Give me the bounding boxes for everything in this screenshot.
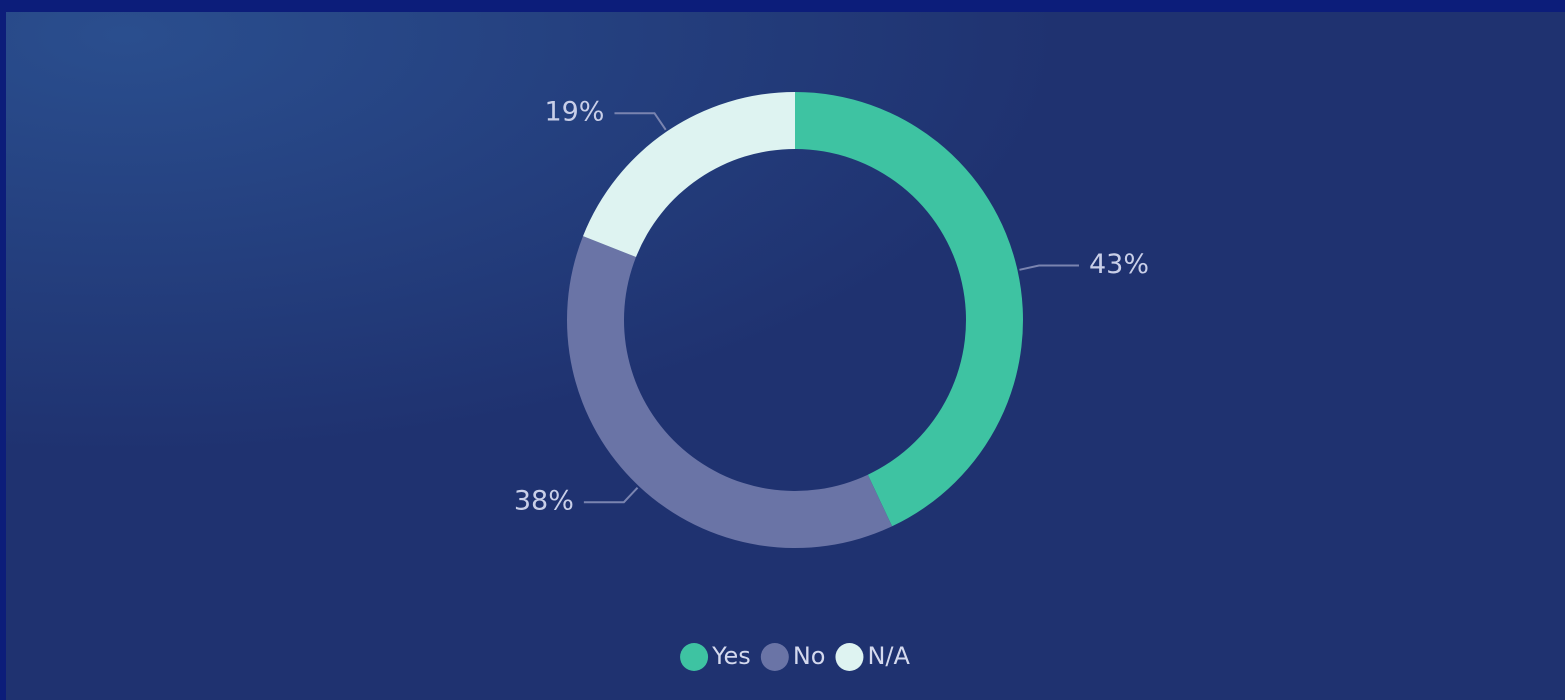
donut: 43% 38% 19% (514, 92, 1149, 549)
legend-label: N/A (867, 642, 910, 670)
data-label: 19% (544, 97, 604, 128)
legend-label: No (793, 642, 826, 670)
leader-line (1019, 264, 1079, 271)
top-bar (0, 0, 1565, 12)
leader-line (614, 112, 667, 131)
data-label: 43% (1089, 249, 1149, 280)
left-edge (0, 12, 6, 700)
data-label: 38% (514, 486, 574, 517)
donut-slice (583, 92, 795, 258)
legend-swatch (680, 643, 709, 671)
legend-label: Yes (711, 642, 751, 670)
legend-item: Yes (680, 642, 751, 671)
legend-item: No (760, 642, 826, 671)
donut-slice (795, 92, 1023, 527)
leader-line (583, 486, 639, 504)
legend: Yes No N/A (680, 642, 911, 671)
legend-swatch (760, 643, 789, 671)
legend-swatch (835, 643, 864, 671)
donut-slice (566, 236, 893, 549)
legend-item: N/A (835, 642, 911, 671)
